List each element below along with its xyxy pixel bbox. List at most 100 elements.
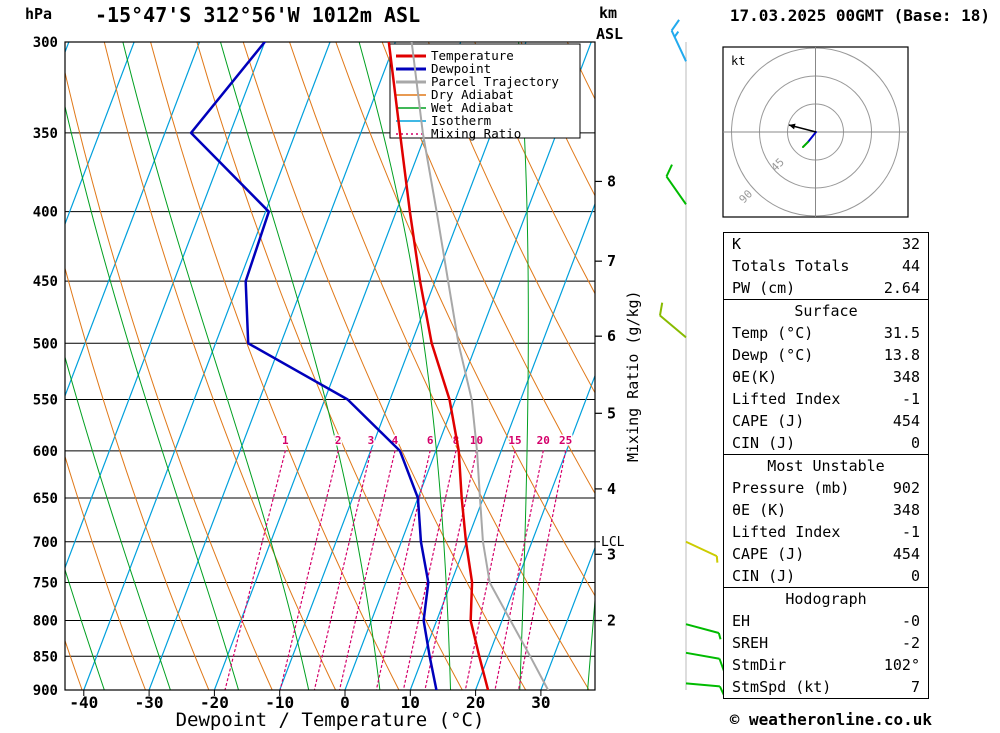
stat-row: CIN (J) 0 bbox=[724, 565, 928, 587]
stat-row: StmDir 102° bbox=[724, 654, 928, 676]
stat-value: 0 bbox=[910, 567, 920, 585]
stat-row: PW (cm) 2.64 bbox=[724, 277, 928, 299]
stat-row: θE(K) 348 bbox=[724, 366, 928, 388]
svg-text:30: 30 bbox=[531, 693, 550, 712]
stats-section: Hodograph EH -0 SREH -2 StmDir 102° StmSpd (kt)… bbox=[723, 587, 929, 699]
svg-text:3: 3 bbox=[607, 545, 616, 563]
axis-labels: 300350400450500550600650700750800850900-… bbox=[33, 35, 551, 712]
stat-row: θE (K) 348 bbox=[724, 499, 928, 521]
legend-label: Parcel Trajectory bbox=[431, 74, 559, 89]
svg-text:850: 850 bbox=[33, 649, 58, 665]
stat-value: 7 bbox=[910, 678, 920, 696]
svg-text:700: 700 bbox=[33, 535, 58, 551]
dewpoint-curve bbox=[189, 42, 438, 690]
pressure-unit-label: hPa bbox=[25, 5, 53, 23]
stat-label: CAPE (J) bbox=[732, 412, 805, 430]
stat-label: CIN (J) bbox=[732, 434, 796, 452]
wind-barb bbox=[658, 302, 687, 339]
stat-label: θE (K) bbox=[732, 501, 787, 519]
mixing-ratio-axis-title: Mixing Ratio (g/kg) bbox=[624, 290, 642, 462]
stat-value: 902 bbox=[892, 479, 920, 497]
svg-text:4: 4 bbox=[607, 480, 616, 498]
svg-text:-10: -10 bbox=[265, 693, 294, 712]
svg-text:25: 25 bbox=[559, 434, 572, 447]
stat-label: Lifted Index bbox=[732, 523, 841, 541]
svg-text:3: 3 bbox=[368, 434, 375, 447]
stat-value: 2.64 bbox=[883, 279, 920, 297]
stat-row: CAPE (J) 454 bbox=[724, 543, 928, 565]
stats-panel: K 32 Totals Totals 44 PW (cm) 2.64 Surface Temp… bbox=[723, 232, 929, 699]
stat-value: 0 bbox=[910, 434, 920, 452]
asl-axis-unit-label: ASL bbox=[596, 25, 624, 43]
chart-frame bbox=[64, 41, 596, 691]
svg-text:750: 750 bbox=[33, 575, 58, 591]
svg-text:20: 20 bbox=[537, 434, 550, 447]
thermodynamic-background-lines: 1 2 3 4 6 8 10 15 20 25 bbox=[65, 42, 595, 690]
legend-label: Temperature bbox=[431, 48, 514, 63]
copyright-link[interactable]: © weatheronline.co.uk bbox=[729, 710, 932, 729]
stat-row: Dewp (°C) 13.8 bbox=[724, 344, 928, 366]
stat-value: -0 bbox=[901, 612, 920, 630]
stat-label: Pressure (mb) bbox=[732, 479, 850, 497]
stat-row: CIN (J) 0 bbox=[724, 432, 928, 454]
stat-value: 102° bbox=[883, 656, 920, 674]
svg-text:7: 7 bbox=[607, 252, 616, 270]
stat-label: CAPE (J) bbox=[732, 545, 805, 563]
svg-text:500: 500 bbox=[33, 336, 58, 352]
svg-text:300: 300 bbox=[33, 35, 58, 51]
stats-section: Surface Temp (°C) 31.5 Dewp (°C) 13.8 θE(K) 34… bbox=[723, 299, 929, 455]
svg-text:0: 0 bbox=[340, 693, 350, 712]
sounding-curves bbox=[189, 42, 550, 690]
svg-text:1: 1 bbox=[282, 434, 289, 447]
stats-section: K 32 Totals Totals 44 PW (cm) 2.64 bbox=[723, 232, 929, 300]
svg-text:4: 4 bbox=[392, 434, 399, 447]
stat-row: CAPE (J) 454 bbox=[724, 410, 928, 432]
wind-barb bbox=[685, 682, 727, 699]
stat-row: Lifted Index -1 bbox=[724, 521, 928, 543]
stat-value: 31.5 bbox=[883, 324, 920, 342]
stat-label: Totals Totals bbox=[732, 257, 850, 275]
stat-value: 348 bbox=[892, 368, 920, 386]
stat-value: 32 bbox=[901, 235, 920, 253]
stat-label: SREH bbox=[732, 634, 769, 652]
stat-label: StmSpd (kt) bbox=[732, 678, 832, 696]
svg-text:10: 10 bbox=[401, 693, 420, 712]
wind-barb bbox=[685, 540, 719, 563]
hodograph-unit-label: kt bbox=[731, 54, 745, 68]
svg-text:2: 2 bbox=[335, 434, 342, 447]
wind-barb bbox=[665, 164, 687, 205]
svg-text:350: 350 bbox=[33, 126, 58, 142]
svg-text:-40: -40 bbox=[69, 693, 98, 712]
legend-label: Wet Adiabat bbox=[431, 100, 514, 115]
stat-label: K bbox=[732, 235, 742, 253]
station-title: -15°47'S 312°56'W 1012m ASL bbox=[95, 3, 421, 27]
stat-value: 454 bbox=[892, 412, 920, 430]
svg-text:-30: -30 bbox=[135, 693, 164, 712]
legend-label: Isotherm bbox=[431, 113, 491, 128]
stat-label: PW (cm) bbox=[732, 279, 796, 297]
svg-text:400: 400 bbox=[33, 205, 58, 221]
svg-text:450: 450 bbox=[33, 274, 58, 290]
parcel-trajectory-curve bbox=[410, 42, 550, 690]
stat-label: Temp (°C) bbox=[732, 324, 814, 342]
stat-row: StmSpd (kt) 7 bbox=[724, 676, 928, 698]
wind-barb bbox=[685, 651, 725, 672]
svg-text:650: 650 bbox=[33, 491, 58, 507]
svg-text:550: 550 bbox=[33, 393, 58, 409]
svg-text:5: 5 bbox=[607, 404, 616, 422]
stat-value: -1 bbox=[901, 390, 920, 408]
stat-section-header: Hodograph bbox=[785, 590, 867, 608]
stat-label: EH bbox=[732, 612, 751, 630]
stat-value: 348 bbox=[892, 501, 920, 519]
stat-row: Temp (°C) 31.5 bbox=[724, 322, 928, 344]
km-axis-unit-label: km bbox=[599, 4, 618, 22]
svg-text:600: 600 bbox=[33, 444, 58, 460]
x-axis-title: Dewpoint / Temperature (°C) bbox=[175, 709, 485, 731]
stats-section: Most Unstable Pressure (mb) 902 θE (K) 348 Li… bbox=[723, 454, 929, 588]
temperature-curve bbox=[387, 42, 490, 690]
stat-row: EH -0 bbox=[724, 610, 928, 632]
